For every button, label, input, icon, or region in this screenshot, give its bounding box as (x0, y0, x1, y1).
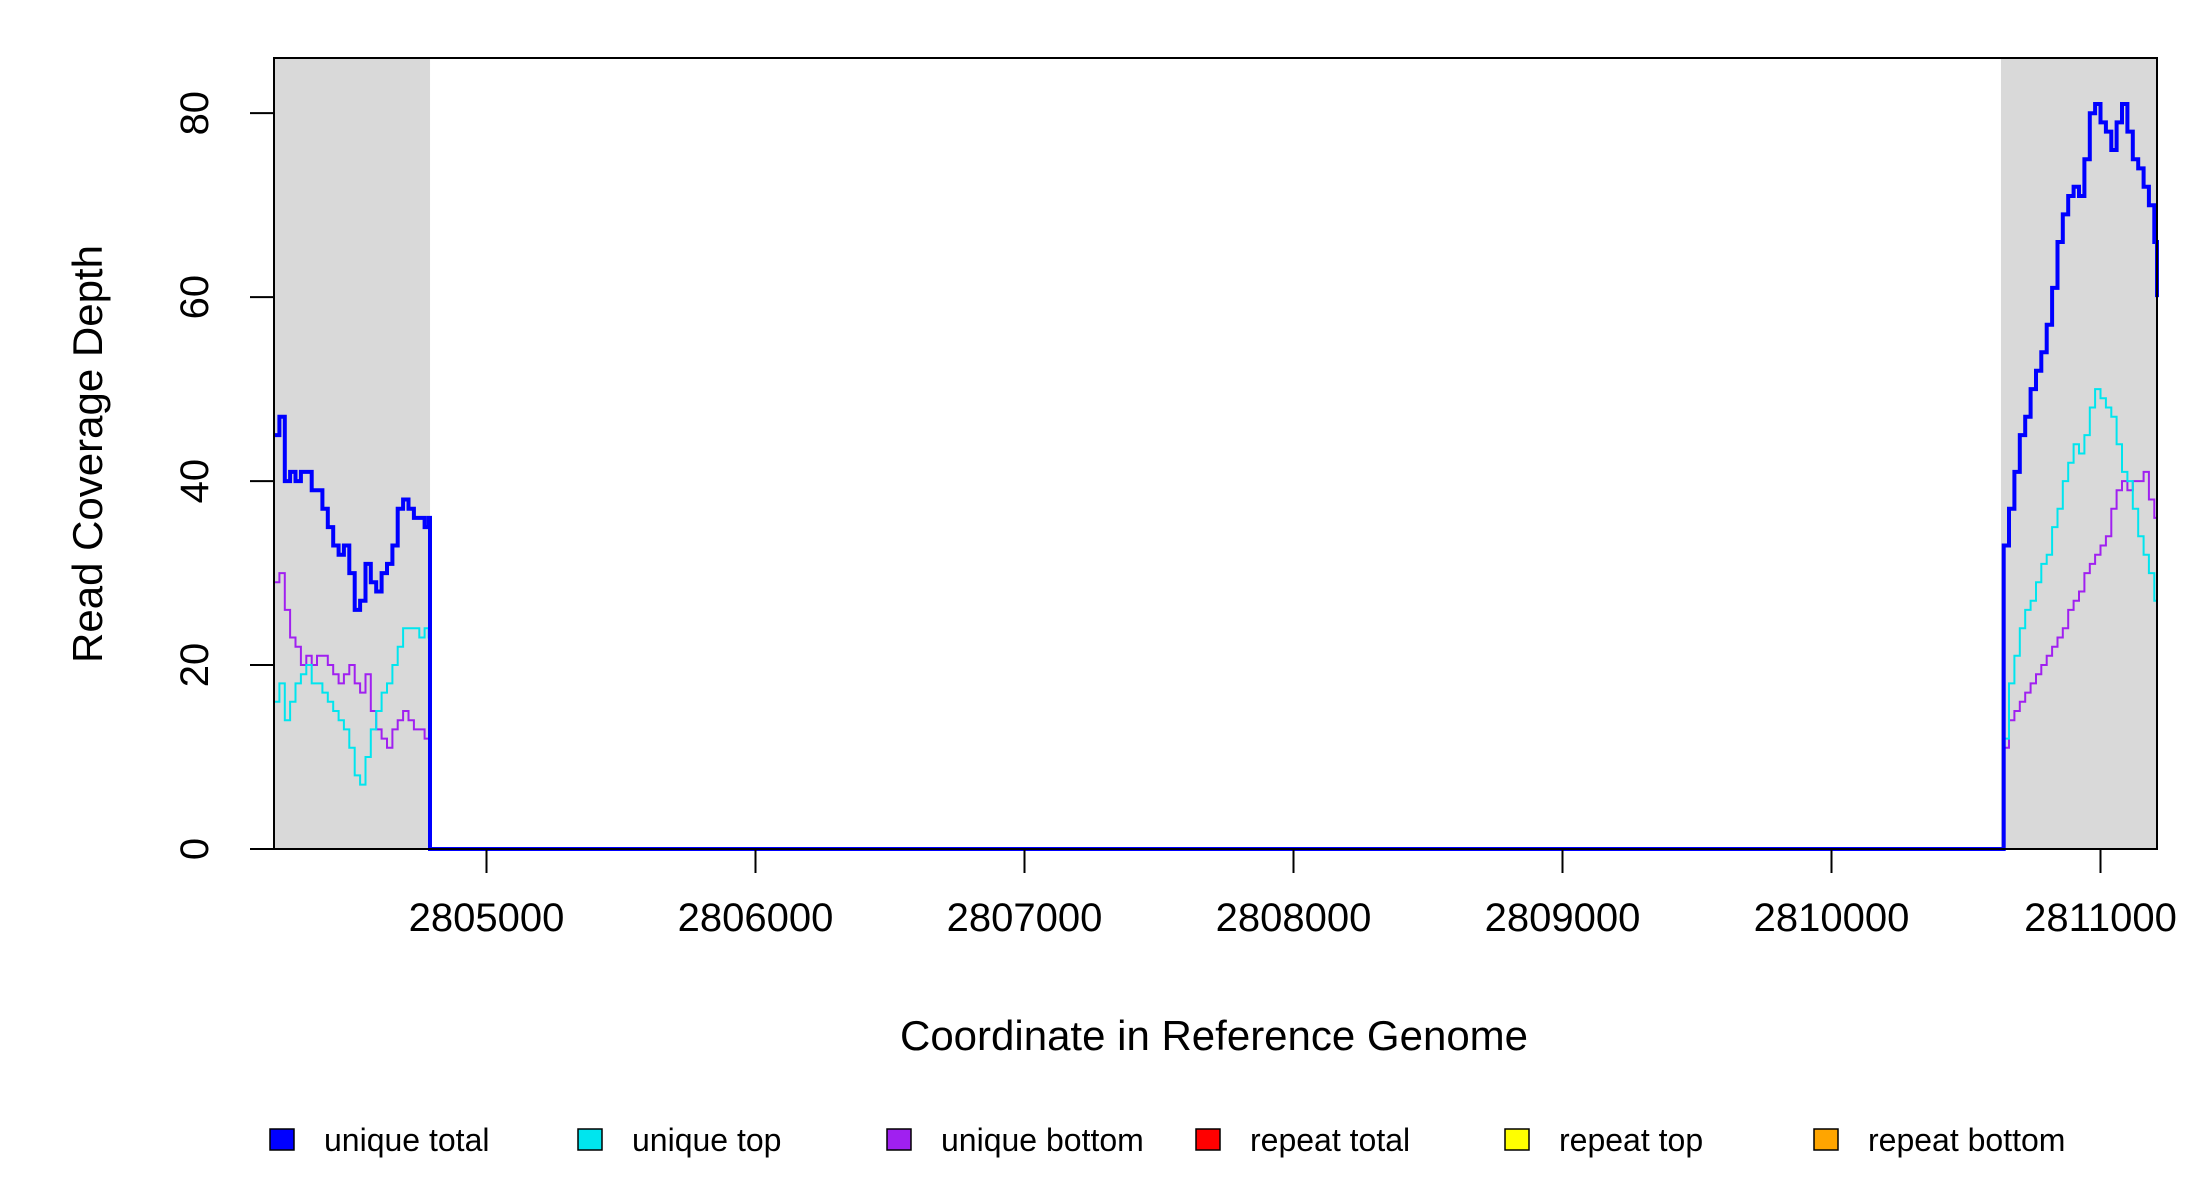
x-tick-label: 2809000 (1485, 896, 1641, 940)
legend-label-unique-top: unique top (632, 1122, 781, 1158)
x-axis-title: Coordinate in Reference Genome (900, 1012, 1528, 1059)
y-tick-label: 40 (173, 459, 217, 504)
y-tick-label: 60 (173, 275, 217, 320)
legend-swatch-repeat-total (1195, 1128, 1221, 1151)
legend-label-repeat-top: repeat top (1559, 1122, 1703, 1158)
shaded-regions (274, 58, 2157, 849)
legend-swatch-unique-total (269, 1128, 295, 1151)
plot-frame (273, 57, 2158, 850)
x-tick-label: 2810000 (1754, 896, 1910, 940)
legend-label-unique-bottom: unique bottom (941, 1122, 1144, 1158)
legend-label-unique-total: unique total (324, 1122, 489, 1158)
data-series (274, 102, 2159, 851)
series-unique-top (274, 388, 2158, 850)
y-axis-title: Read Coverage Depth (64, 245, 111, 663)
legend-swatch-unique-bottom (886, 1128, 912, 1151)
legend-swatch-repeat-bottom (1813, 1128, 1839, 1151)
legend-label-repeat-bottom: repeat bottom (1868, 1122, 2065, 1158)
x-tick-label: 2808000 (1216, 896, 1372, 940)
legend-label-repeat-total: repeat total (1250, 1122, 1410, 1158)
y-tick-label: 20 (173, 643, 217, 688)
series-unique-bottom (274, 470, 2158, 850)
x-tick-label: 2811000 (2024, 896, 2177, 940)
legend-swatch-repeat-top (1504, 1128, 1530, 1151)
series-unique-total (274, 102, 2159, 851)
x-tick-label: 2805000 (409, 896, 565, 940)
x-tick-label: 2807000 (947, 896, 1103, 940)
shaded-region-1 (274, 58, 431, 849)
y-tick-label: 80 (173, 91, 217, 135)
x-axis: 2805000 2806000 2807000 2808000 2809000 28100… (409, 849, 2177, 940)
legend: unique total unique top unique bottom repea… (269, 1122, 2065, 1158)
x-tick-label: 2806000 (678, 896, 834, 940)
y-tick-label: 0 (173, 838, 217, 860)
legend-swatch-unique-top (577, 1128, 603, 1151)
y-axis: 0 20 40 60 80 (173, 91, 274, 860)
